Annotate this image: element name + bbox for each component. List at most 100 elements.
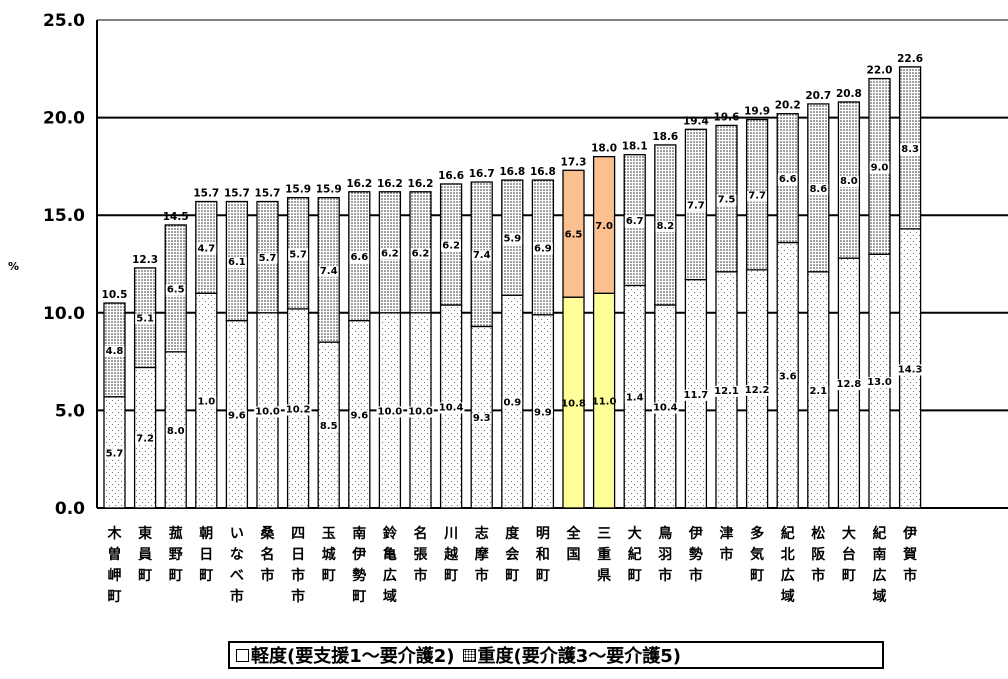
data-label-total: 15.9 <box>285 184 311 196</box>
data-label-bg <box>900 143 920 155</box>
category-label: 鈴亀広域 <box>383 525 398 605</box>
data-label-mild: 3.6 <box>779 371 797 382</box>
data-label-total: 16.2 <box>346 178 372 190</box>
data-label-bg <box>743 384 771 396</box>
legend-label-severe: 重度(要介護3～要介護5) <box>477 646 682 667</box>
data-label-bg <box>869 162 890 174</box>
data-label-mild: 1.4 <box>626 393 644 404</box>
data-label-bg <box>747 190 767 202</box>
data-label-bg <box>380 248 400 260</box>
data-label-severe: 6.5 <box>167 284 185 295</box>
data-label-severe: 8.2 <box>656 221 674 232</box>
data-label-bg <box>227 257 247 269</box>
legend-swatch-mild <box>236 648 249 662</box>
data-label-severe: 6.5 <box>565 230 583 241</box>
data-label-bg <box>257 253 278 265</box>
data-label-mild: 0.9 <box>503 398 521 409</box>
data-label-mild: 10.8 <box>561 399 586 410</box>
data-label-total: 15.7 <box>193 188 219 200</box>
category-label: 志摩市 <box>475 525 490 584</box>
data-label-total: 15.9 <box>316 184 342 196</box>
data-label-mild: 9.9 <box>534 407 552 418</box>
data-label-severe: 6.7 <box>626 216 644 227</box>
data-label-bg <box>318 265 339 277</box>
category-label: 全国 <box>566 525 582 563</box>
data-label-bg <box>135 313 155 325</box>
category-label: 南伊勢町 <box>351 525 366 605</box>
data-label-total: 19.4 <box>683 115 709 127</box>
y-tick-label: 25.0 <box>43 11 85 31</box>
data-label-bg <box>254 406 281 418</box>
data-label-bg <box>410 248 431 260</box>
category-label: 四日市市 <box>291 526 305 605</box>
category-label: 伊勢市 <box>688 525 703 584</box>
data-label-severe: 7.0 <box>595 221 613 232</box>
data-label-bg <box>227 410 247 422</box>
data-label-mild: 12.2 <box>745 385 770 396</box>
data-label-mild: 10.2 <box>286 404 311 415</box>
data-label-bg <box>284 404 312 416</box>
data-label-severe: 5.9 <box>503 234 521 245</box>
data-label-bg <box>349 410 370 422</box>
data-label-bg <box>471 250 492 262</box>
data-label-mild: 9.6 <box>228 410 246 421</box>
category-label: 伊賀市 <box>902 525 917 584</box>
data-label-mild: 13.0 <box>867 377 892 388</box>
data-label-bg <box>686 200 706 212</box>
data-label-mild: 10.4 <box>653 402 678 413</box>
data-label-total: 20.7 <box>805 90 831 102</box>
category-label: 松阪市 <box>811 525 826 584</box>
data-label-mild: 11.7 <box>684 390 709 401</box>
data-label-total: 15.7 <box>255 188 281 200</box>
data-label-mild: 8.5 <box>320 421 338 432</box>
data-label-severe: 6.6 <box>350 252 368 263</box>
data-label-bg <box>288 249 308 261</box>
data-labels: 10.5 4.8 5.7 12.3 5.1 7.2 14.5 6.5 8.0 15.7 4.7 1.0… <box>102 53 924 460</box>
data-label-mild: 2.1 <box>809 386 827 397</box>
category-label: 木曽岬町 <box>107 525 123 605</box>
y-tick-label: 0.0 <box>55 499 85 519</box>
data-label-bg <box>135 433 155 445</box>
data-label-severe: 7.5 <box>718 195 736 206</box>
data-label-total: 17.3 <box>561 156 587 168</box>
data-label-mild: 14.3 <box>898 364 923 375</box>
y-tick-label: 10.0 <box>43 304 85 324</box>
data-label-bg <box>896 364 924 376</box>
category-label: 玉城町 <box>322 526 336 584</box>
data-label-mild: 8.0 <box>167 426 185 437</box>
data-label-total: 16.2 <box>408 178 434 190</box>
data-label-bg <box>165 425 186 437</box>
data-label-bg <box>376 406 404 418</box>
data-label-total: 16.8 <box>530 166 556 178</box>
category-label: いなべ市 <box>230 526 244 605</box>
data-label-total: 22.0 <box>867 65 893 77</box>
data-label-mild: 9.6 <box>350 410 368 421</box>
data-label-mild: 10.0 <box>255 406 280 417</box>
data-label-mild: 9.3 <box>473 413 491 424</box>
data-label-bg <box>349 252 370 264</box>
data-label-mild: 12.1 <box>714 386 739 397</box>
data-label-severe: 4.7 <box>197 243 215 254</box>
data-label-bg <box>651 402 679 414</box>
data-label-severe: 6.2 <box>442 240 460 251</box>
category-label: 大紀町 <box>628 525 642 584</box>
data-label-bg <box>777 174 798 186</box>
data-label-bg <box>502 233 523 245</box>
data-label-bg <box>624 392 645 404</box>
data-label-severe: 9.0 <box>871 162 889 173</box>
data-label-severe: 6.2 <box>412 248 430 259</box>
bar-segment-severe <box>562 169 585 298</box>
data-label-total: 10.5 <box>102 289 128 301</box>
category-label: 川越町 <box>443 526 459 584</box>
data-label-total: 18.1 <box>622 141 648 153</box>
data-label-total: 19.6 <box>714 111 740 123</box>
data-label-bg <box>839 176 859 188</box>
category-label: 多気町 <box>750 525 764 584</box>
data-label-severe: 7.4 <box>320 266 338 277</box>
category-label: 津市 <box>720 525 734 563</box>
data-label-bg <box>196 396 217 408</box>
data-label-severe: 6.6 <box>779 174 797 185</box>
data-label-severe: 6.9 <box>534 243 552 254</box>
data-label-total: 16.6 <box>438 170 464 182</box>
